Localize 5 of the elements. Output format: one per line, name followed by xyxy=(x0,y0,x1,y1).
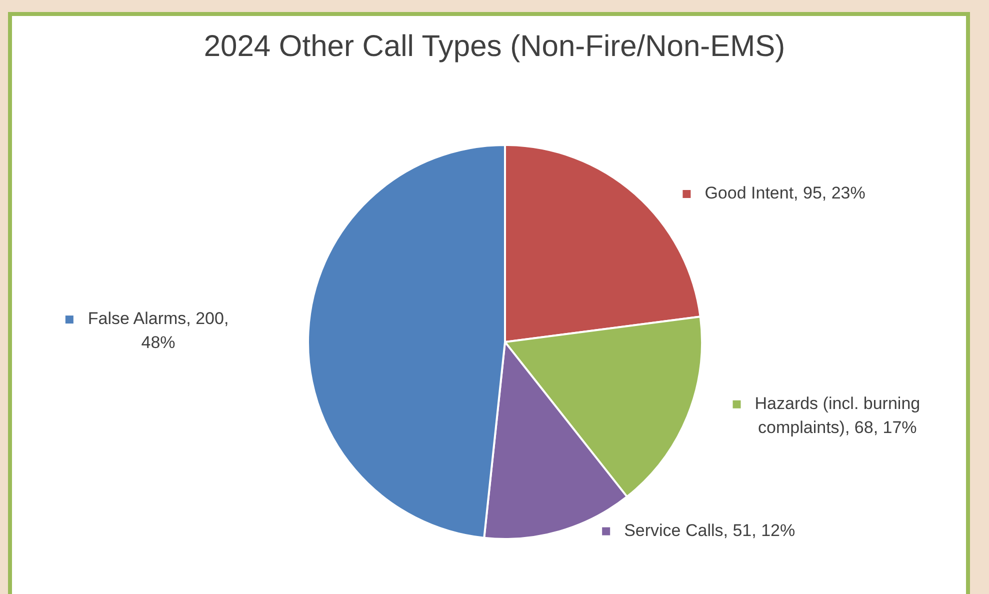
legend-label: Service Calls, 51, 12% xyxy=(624,520,796,540)
legend-label: False Alarms, 200, 48% xyxy=(88,309,229,352)
legend-label: Hazards (incl. burning complaints), 68, 17% xyxy=(754,394,920,438)
chart-title: 2024 Other Call Types (Non-Fire/Non-EMS) xyxy=(202,30,786,64)
legend-label: Good Intent, 95, 23% xyxy=(704,184,866,203)
